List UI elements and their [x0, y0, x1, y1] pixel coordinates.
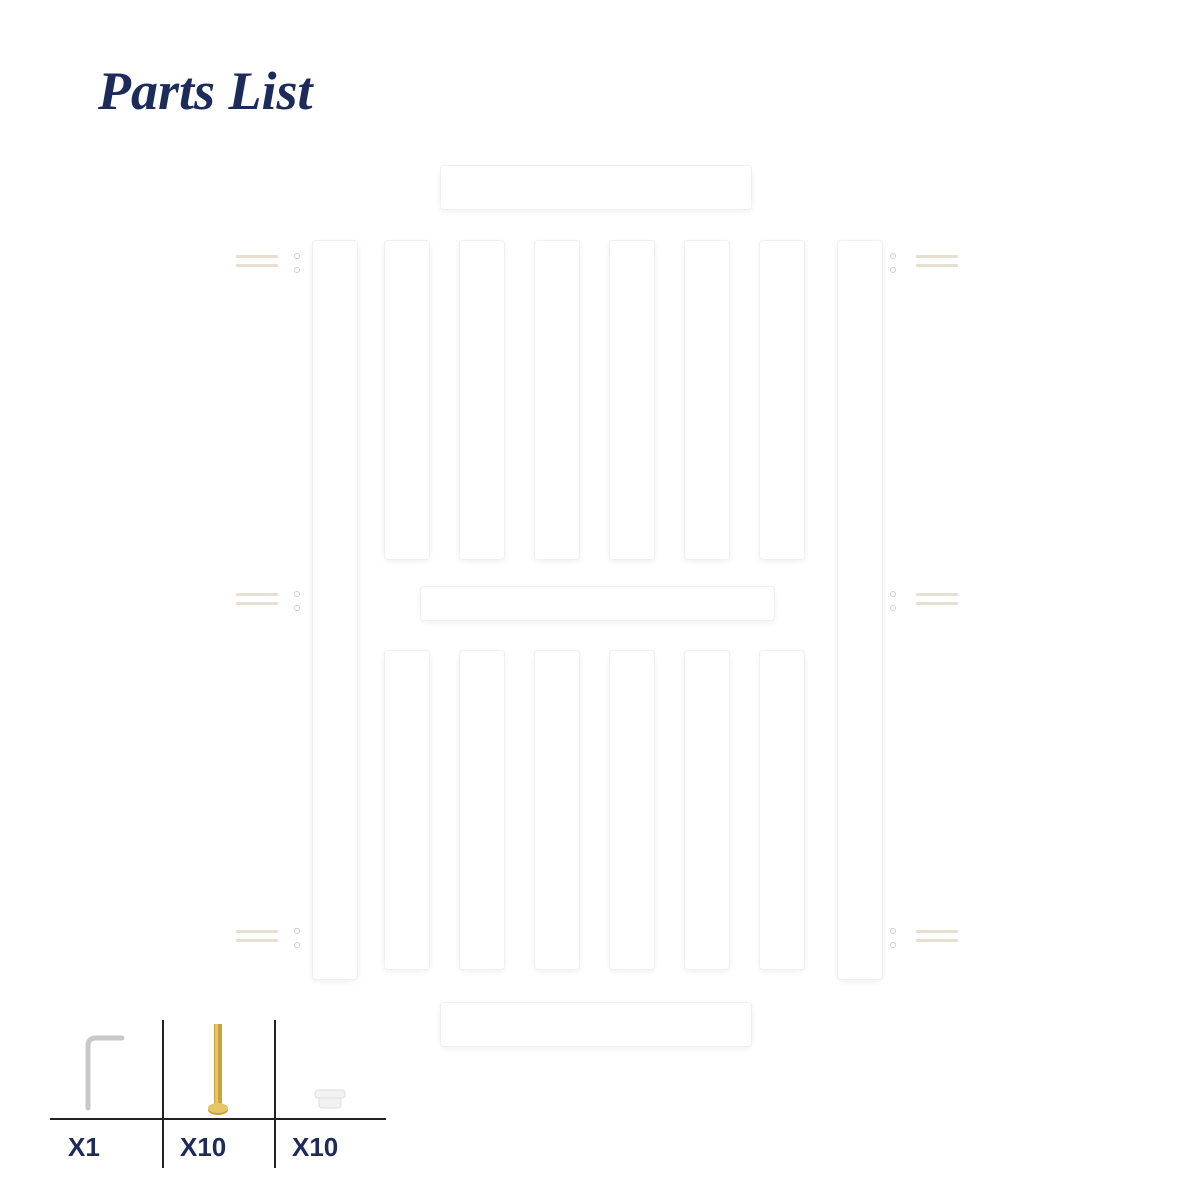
short-slat-bottom [534, 650, 580, 970]
bracket [898, 930, 958, 960]
hardware-qty-label: X10 [180, 1132, 226, 1163]
bolt-icon [162, 1010, 274, 1118]
bracket [898, 593, 958, 623]
bracket [236, 593, 296, 623]
short-slat-top [759, 240, 805, 560]
bottom-rail [440, 1002, 752, 1047]
short-slat-top [459, 240, 505, 560]
long-slat-right [837, 240, 883, 980]
short-slat-top [684, 240, 730, 560]
hardware-qty-label: X1 [68, 1132, 100, 1163]
short-slat-bottom [684, 650, 730, 970]
hardware-table: X1 X10 X10 [50, 1010, 386, 1168]
long-slat-left [312, 240, 358, 980]
allen-key-icon [50, 1010, 162, 1118]
hardware-qty-label: X10 [292, 1132, 338, 1163]
short-slat-top [384, 240, 430, 560]
page-title: Parts List [98, 60, 313, 122]
short-slat-top [609, 240, 655, 560]
short-slat-bottom [759, 650, 805, 970]
bracket [236, 930, 296, 960]
short-slat-bottom [459, 650, 505, 970]
short-slat-bottom [384, 650, 430, 970]
short-slat-bottom [609, 650, 655, 970]
mid-rail [420, 586, 775, 621]
cap-icon [274, 1010, 386, 1118]
bracket [898, 255, 958, 285]
parts-list-page: Parts List X1 X10 X10 [0, 0, 1200, 1200]
bracket [236, 255, 296, 285]
short-slat-top [534, 240, 580, 560]
top-rail [440, 165, 752, 210]
